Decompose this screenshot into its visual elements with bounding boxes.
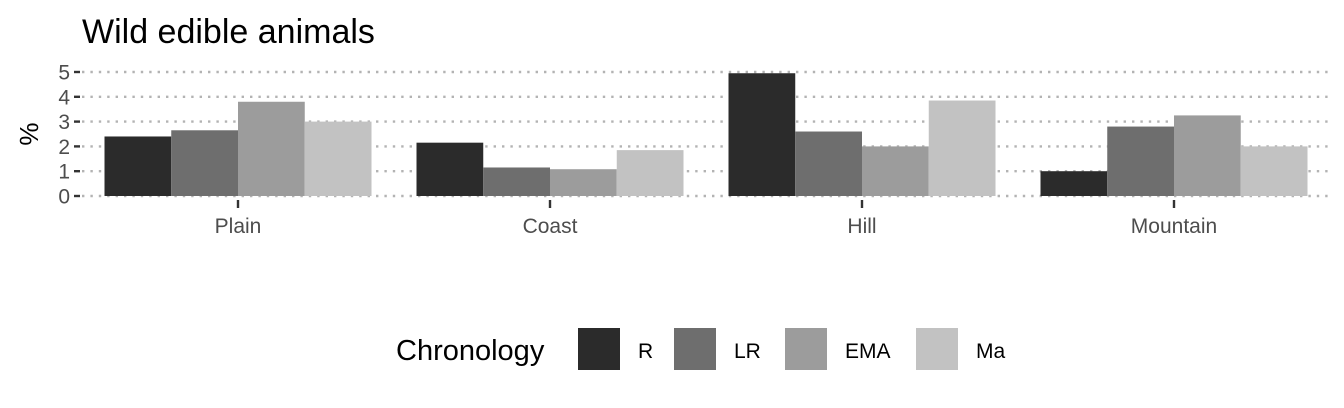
- x-tick-label: Plain: [215, 215, 262, 238]
- legend-label-lr: LR: [734, 340, 761, 363]
- bar-r-mountain: [1040, 171, 1108, 196]
- bar-ema-plain: [238, 101, 305, 196]
- legend-label-r: R: [638, 340, 653, 363]
- bar-ema-coast: [550, 169, 617, 196]
- legend-items: R LR EMA Ma: [578, 328, 1005, 370]
- x-tick-label: Mountain: [1131, 215, 1217, 238]
- bar-ma-mountain: [1240, 146, 1308, 196]
- legend-label-ma: Ma: [976, 340, 1005, 363]
- bar-lr-plain: [171, 130, 238, 196]
- y-tick-label: 5: [58, 62, 70, 85]
- bar-r-coast: [416, 142, 484, 196]
- legend-key-ema: [785, 328, 827, 370]
- bar-ema-mountain: [1174, 115, 1241, 196]
- chart-title: Wild edible animals: [82, 13, 375, 51]
- bar-ma-coast: [616, 150, 684, 196]
- y-tick-label: 3: [58, 111, 70, 134]
- legend-key-ma: [916, 328, 958, 370]
- bar-r-plain: [104, 136, 172, 196]
- y-tick-label: 2: [58, 136, 70, 159]
- y-tick-label: 4: [58, 86, 70, 109]
- legend-key-lr: [674, 328, 716, 370]
- legend-label-ema: EMA: [845, 340, 891, 363]
- x-axis: Plain Coast Hill Mountain: [215, 200, 1217, 238]
- legend-key-r: [578, 328, 620, 370]
- bar-lr-coast: [483, 167, 550, 196]
- bar-lr-hill: [795, 131, 862, 196]
- legend-title: Chronology: [396, 335, 545, 367]
- x-tick-label: Coast: [523, 215, 578, 238]
- grid-layer: [82, 70, 1330, 198]
- bars-layer: [104, 73, 1308, 196]
- y-axis-label: %: [14, 122, 44, 145]
- bar-lr-mountain: [1107, 126, 1174, 196]
- bar-ema-hill: [862, 146, 929, 196]
- x-tick-label: Hill: [847, 215, 876, 238]
- y-tick-label: 0: [58, 186, 70, 209]
- bar-ma-hill: [928, 100, 996, 196]
- legend: Chronology R LR EMA Ma: [396, 328, 1005, 370]
- bar-ma-plain: [304, 121, 372, 196]
- y-tick-label: 1: [58, 161, 70, 184]
- bar-r-hill: [728, 73, 796, 196]
